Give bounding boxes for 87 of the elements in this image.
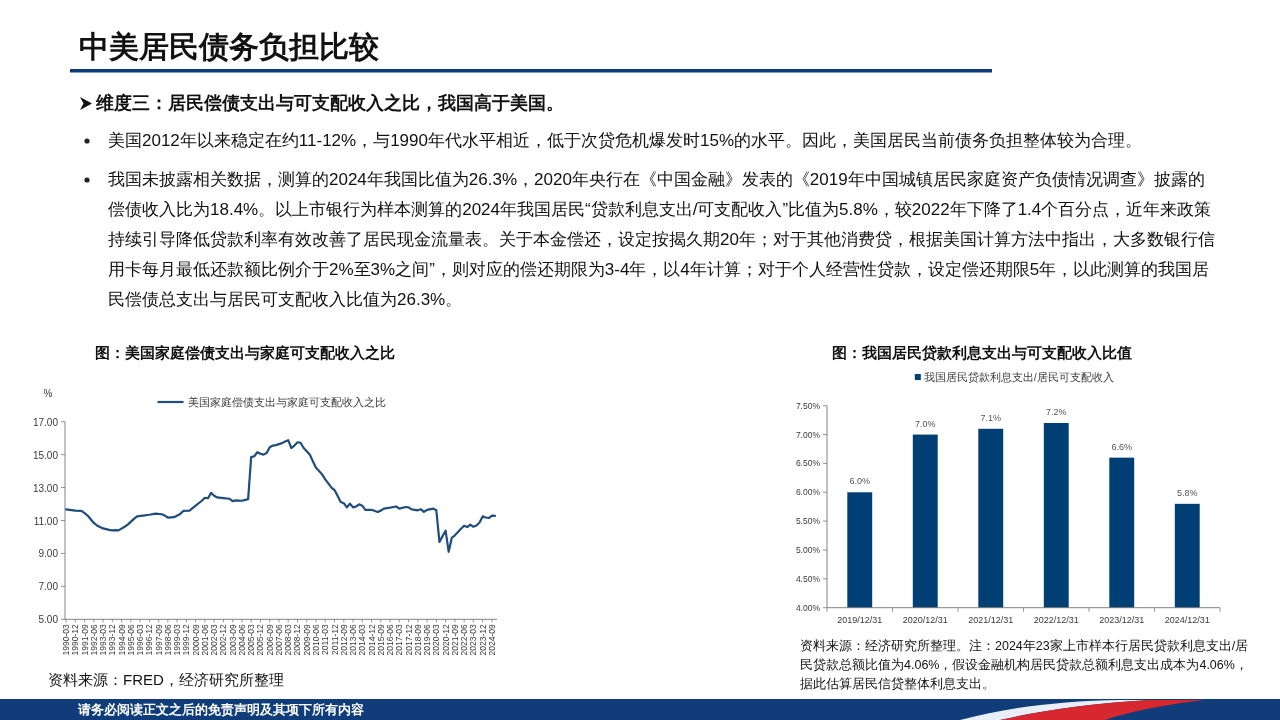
- x-tick-label: 2016-06: [385, 624, 396, 656]
- x-tick-label: 1995-06: [125, 624, 136, 656]
- x-tick-label: 1996-03: [135, 624, 146, 656]
- data-label: 5.8%: [1176, 487, 1198, 498]
- x-tick-label: 2021-09: [449, 624, 460, 656]
- data-label: 7.1%: [980, 412, 1002, 423]
- x-tick-label: 2023/12/31: [1099, 614, 1145, 625]
- y-tick-label: 4.50%: [795, 573, 821, 584]
- y-tick-label: 13.00: [32, 482, 59, 494]
- x-tick-label: 2024-09: [486, 624, 497, 656]
- x-tick-label: 1993-03: [98, 624, 109, 656]
- legend-label: 美国家庭偿债支出与家庭可支配收入之比: [187, 396, 386, 408]
- text: 美国2012年以来稳定在约11-12%，与1990年代水平相近，低于次贷危机爆发时15%的水平。因此，美国居民当前债务负担整体较为合理。: [108, 130, 1143, 152]
- text: 我国未披露相关数据，测算的2024年我国比值为26.3%，2020年央行在《中国金融》发表的《2019年中国城镇居民家庭资产负债情况调查》披露的偿债收入比为18.4%。以上市银行为样本测算的2024年我国居民“贷款利息支出/可支配收入”比值为5.8%，较2022年下降了1.4个百分点，近年来政策持续引导降低贷款利率有效改善了居民现金流量表。关于本金偿还，设定按揭久期20年；对于其他消费贷，根据美国计算方法中指出，大多数银行信用卡每月最低还款额比例介于2%至3%之间”，则对应的偿还期限为3-4年，以4年计算；对于个人经营性贷款，设定偿还期限5年，以此测算的我国居民偿债总支出与居民可支配收入比值为26.3%。: [108, 169, 1216, 311]
- y-tick-label: 6.50%: [795, 458, 821, 469]
- y-tick-label: 5.00: [38, 613, 59, 625]
- x-tick-label: 1996-12: [144, 624, 155, 656]
- x-tick-label: 1993-12: [107, 624, 118, 656]
- x-tick-label: 2004-06: [236, 624, 247, 656]
- x-tick-label: 2019-06: [422, 624, 433, 656]
- x-tick-label: 2020/12/31: [902, 614, 948, 625]
- x-tick-label: 2011-12: [329, 624, 340, 655]
- x-tick-label: 2014-12: [366, 624, 377, 656]
- text: 维度三：居民偿债支出与可支配收入之比，我国高于美国。: [96, 92, 564, 115]
- x-tick-label: 2001-06: [199, 624, 210, 656]
- legend-label: 我国居民贷款利息支出/居民可支配收入: [923, 371, 1114, 383]
- x-tick-label: 1990-03: [61, 624, 71, 656]
- x-tick-label: 2000-09: [190, 624, 201, 656]
- y-tick-label: 17.00: [32, 416, 59, 428]
- text: 资料来源：FRED，经济研究所整理: [48, 670, 285, 690]
- x-tick-label: 1997-09: [153, 624, 164, 656]
- text: 请务必阅读正文之后的免责声明及其项下所有内容: [78, 702, 364, 719]
- chart-title: 图：美国家庭偿债支出与家庭可支配收入之比: [95, 344, 395, 361]
- x-tick-label: 2020-03: [431, 624, 442, 656]
- y-tick-label: 5.50%: [795, 516, 821, 527]
- x-tick-label: 1994-09: [116, 624, 127, 656]
- x-tick-label: 2008-12: [292, 624, 303, 656]
- data-label: 7.0%: [914, 418, 936, 429]
- x-tick-label: 1999-03: [172, 624, 183, 656]
- line-series: [64, 439, 497, 553]
- x-tick-label: 1992-06: [88, 624, 99, 656]
- x-tick-label: 2005-03: [246, 624, 257, 656]
- x-tick-label: 2002-03: [209, 624, 220, 656]
- x-tick-label: 1998-06: [162, 624, 173, 656]
- x-tick-label: 2023-12: [477, 624, 488, 656]
- x-tick-label: 2017-03: [394, 624, 405, 656]
- y-axis-title: %: [43, 388, 53, 399]
- x-tick-label: 2023-03: [468, 624, 479, 656]
- x-tick-label: 2015-09: [375, 624, 386, 656]
- data-label: 7.2%: [1045, 407, 1067, 418]
- x-tick-label: 1999-12: [181, 624, 192, 656]
- x-tick-label: 2003-09: [227, 624, 238, 656]
- x-tick-label: 2018-09: [412, 624, 423, 656]
- x-tick-label: 1990-12: [70, 624, 81, 656]
- x-tick-label: 2024/12/31: [1164, 614, 1210, 625]
- x-tick-label: 2002-12: [218, 624, 229, 656]
- x-tick-label: 2005-12: [255, 624, 266, 656]
- x-tick-label: 2019/12/31: [837, 614, 883, 625]
- chart-title: 图：我国居民贷款利息支出与可支配收入比值: [832, 344, 1132, 361]
- x-tick-label: 2021/12/31: [968, 614, 1014, 625]
- y-tick-label: 7.00: [38, 580, 59, 592]
- y-tick-label: 4.00%: [795, 602, 821, 613]
- y-tick-label: 15.00: [32, 449, 59, 461]
- text: 中美居民债务负担比较: [79, 29, 379, 65]
- data-label: 6.6%: [1111, 441, 1133, 452]
- data-label: 6.0%: [849, 476, 871, 487]
- x-tick-label: 2007-06: [273, 624, 284, 656]
- x-tick-label: 2008-03: [283, 624, 294, 656]
- x-tick-label: 2022-06: [459, 624, 470, 656]
- y-tick-label: 6.00%: [795, 487, 821, 498]
- y-tick-label: 5.00%: [795, 544, 821, 555]
- y-tick-label: 7.50%: [795, 400, 821, 411]
- y-tick-label: 9.00: [38, 547, 59, 559]
- y-tick-label: 11.00: [33, 515, 59, 526]
- y-tick-label: 7.00%: [795, 429, 821, 440]
- x-tick-label: 2010-06: [310, 624, 321, 656]
- x-tick-label: 2009-09: [301, 624, 312, 656]
- x-tick-label: 2020-12: [440, 624, 451, 656]
- x-tick-label: 2006-09: [264, 624, 275, 656]
- x-tick-label: 1991-09: [79, 624, 90, 656]
- x-tick-label: 2011-03: [320, 624, 331, 655]
- x-tick-label: 2017-12: [403, 624, 414, 656]
- x-tick-label: 2014-03: [357, 624, 368, 656]
- x-tick-label: 2013-06: [348, 624, 359, 656]
- text: 资料来源：经济研究所整理。注：2024年23家上市样本行居民贷款利息支出/居民贷款总额比值为4.06%，假设金融机构居民贷款总额利息支出成本为4.06%，据此估算居民信贷整体利息支出。: [800, 638, 1250, 693]
- x-tick-label: 2012-09: [338, 624, 349, 656]
- x-tick-label: 2022/12/31: [1033, 614, 1079, 625]
